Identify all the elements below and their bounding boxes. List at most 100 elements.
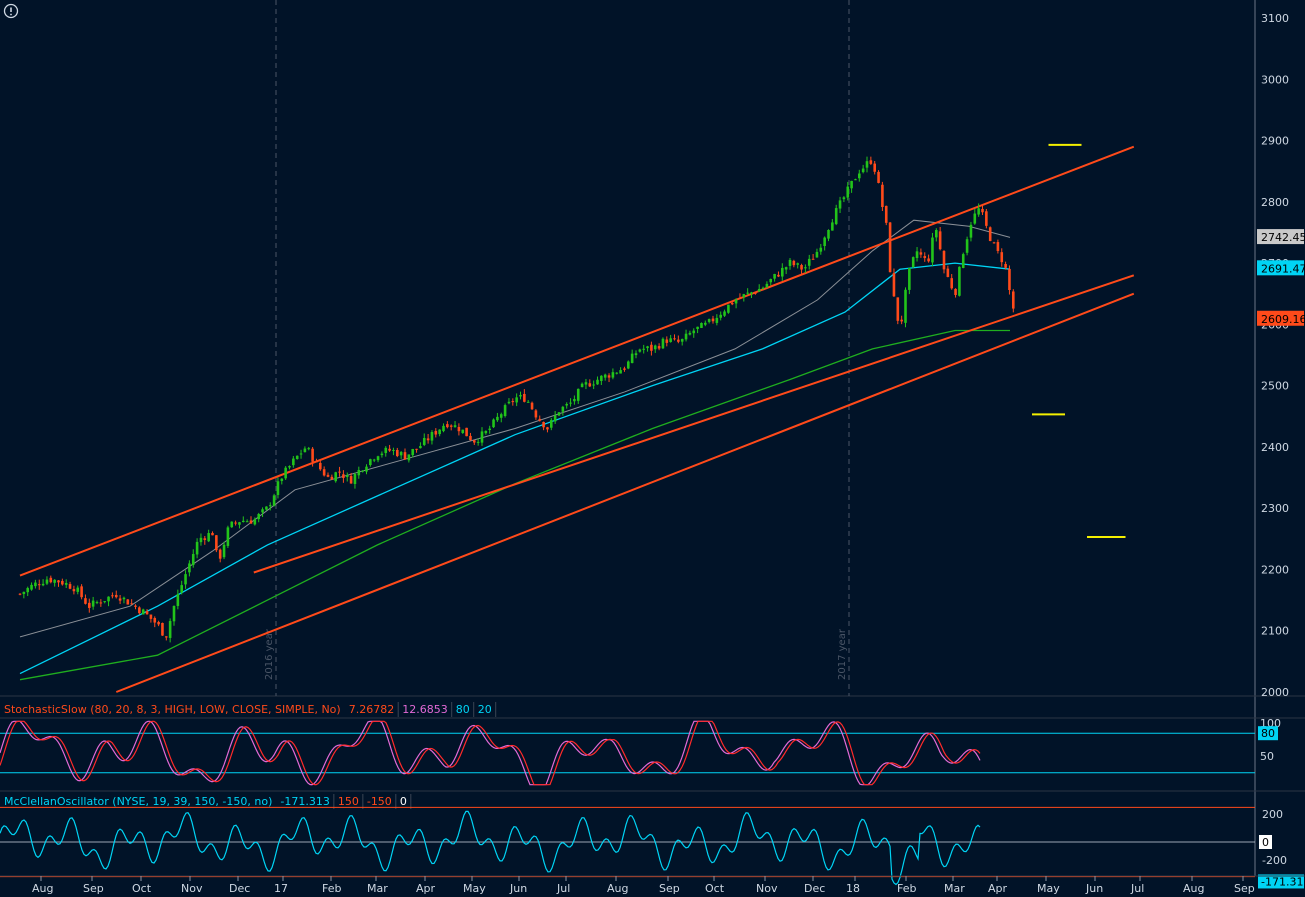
candle-body (734, 299, 738, 304)
candle-body (245, 521, 249, 523)
candle-body (53, 579, 56, 583)
x-tick-label: Oct (705, 882, 725, 895)
candle-body (215, 535, 218, 551)
candle-body (396, 449, 399, 457)
candle-body (719, 314, 722, 318)
candle-body (276, 481, 280, 495)
candle-body (884, 205, 888, 223)
candle-body (126, 599, 130, 605)
candle-body (114, 594, 118, 598)
candle-body (704, 322, 707, 325)
stoch-value: 12.6853 (402, 703, 448, 716)
stoch-k-line (0, 720, 981, 786)
candle-body (203, 538, 207, 540)
candle-body (168, 621, 172, 638)
candle-body (665, 339, 669, 343)
mcclellan-study-title[interactable]: McClellanOscillator (NYSE, 19, 39, 150, … (4, 795, 272, 808)
candle-body (172, 605, 176, 622)
x-tick-label: Apr (988, 882, 1008, 895)
candle-body (399, 451, 403, 456)
candle-body (242, 520, 245, 522)
candle-body (388, 448, 391, 451)
mcclellan-panel[interactable]: McClellanOscillator (NYSE, 19, 39, 150, … (0, 790, 1305, 889)
candle-body (515, 397, 518, 403)
candle-body (873, 163, 876, 172)
mcclellan-line (0, 810, 981, 886)
candle-body (561, 406, 565, 412)
candle-body (319, 462, 322, 470)
stoch-badge-box (1258, 726, 1278, 741)
candle-body (569, 402, 572, 404)
candle-body (904, 289, 907, 323)
candle-body (669, 338, 672, 343)
candle-body (334, 472, 337, 482)
candle-body (484, 430, 488, 434)
candle-body (634, 353, 638, 356)
candle-body (985, 211, 988, 226)
candle-body (145, 611, 149, 615)
candle-body (557, 412, 561, 416)
candle-body (257, 514, 260, 520)
candle-body (438, 429, 441, 435)
x-tick-label: Feb (322, 882, 341, 895)
candle-body (211, 532, 214, 536)
candle-body (191, 554, 195, 565)
candle-body (607, 375, 611, 378)
candle-body (153, 618, 157, 623)
y-tick-label: 2100 (1261, 625, 1289, 638)
candle-body (646, 346, 649, 349)
stoch-value: 20 (478, 703, 492, 716)
channel-mid-line (253, 274, 1135, 574)
candle-body (303, 448, 307, 453)
candle-body (738, 297, 742, 299)
candle-body (230, 521, 234, 528)
candle-body (861, 168, 865, 173)
candle-body (892, 273, 896, 297)
candle-body (288, 466, 291, 468)
x-tick-label: Oct (132, 882, 152, 895)
x-tick-label: Mar (367, 882, 388, 895)
candle-body (692, 330, 696, 334)
mcclellan-tick-label: 200 (1262, 808, 1283, 821)
candle-body (372, 459, 376, 461)
candle-body (284, 467, 287, 479)
candle-body (461, 429, 465, 433)
candle-body (746, 292, 749, 294)
candle-body (95, 602, 99, 604)
x-tick-label: Jun (1085, 882, 1103, 895)
candle-body (415, 448, 418, 450)
candle-body (1012, 291, 1015, 309)
candle-body (488, 428, 491, 430)
candle-body (973, 213, 977, 224)
info-icon[interactable] (3, 3, 19, 19)
candle-body (788, 259, 792, 266)
candle-body (384, 447, 388, 454)
candle-body (222, 544, 226, 558)
candle-body (357, 469, 361, 476)
candle-body (523, 393, 526, 402)
stochastic-panel[interactable]: StochasticSlow (80, 20, 8, 3, HIGH, LOW,… (0, 700, 1305, 786)
candle-body (977, 208, 980, 215)
mcclellan-value: -150 (367, 795, 392, 808)
candle-body (434, 430, 438, 435)
candle-body (30, 584, 33, 590)
candle-body (141, 609, 145, 615)
x-tick-label: Mar (944, 882, 965, 895)
candle-body (757, 288, 761, 292)
price-panel[interactable]: 2016 year 2017 year2000210022002300240025… (0, 0, 1305, 876)
candle-body (769, 279, 773, 283)
candle-body (542, 421, 545, 428)
candle-body (661, 338, 665, 349)
candle-body (580, 383, 584, 388)
candle-body (507, 401, 511, 404)
candle-body (680, 339, 684, 342)
x-tick-label: Sep (659, 882, 680, 895)
x-tick-label: Nov (181, 882, 203, 895)
candle-body (122, 597, 126, 600)
candle-body (280, 478, 284, 481)
candle-body (642, 348, 645, 350)
candle-body (807, 258, 811, 266)
stoch-study-title[interactable]: StochasticSlow (80, 20, 8, 3, HIGH, LOW,… (4, 703, 341, 716)
candle-body (996, 242, 1000, 251)
